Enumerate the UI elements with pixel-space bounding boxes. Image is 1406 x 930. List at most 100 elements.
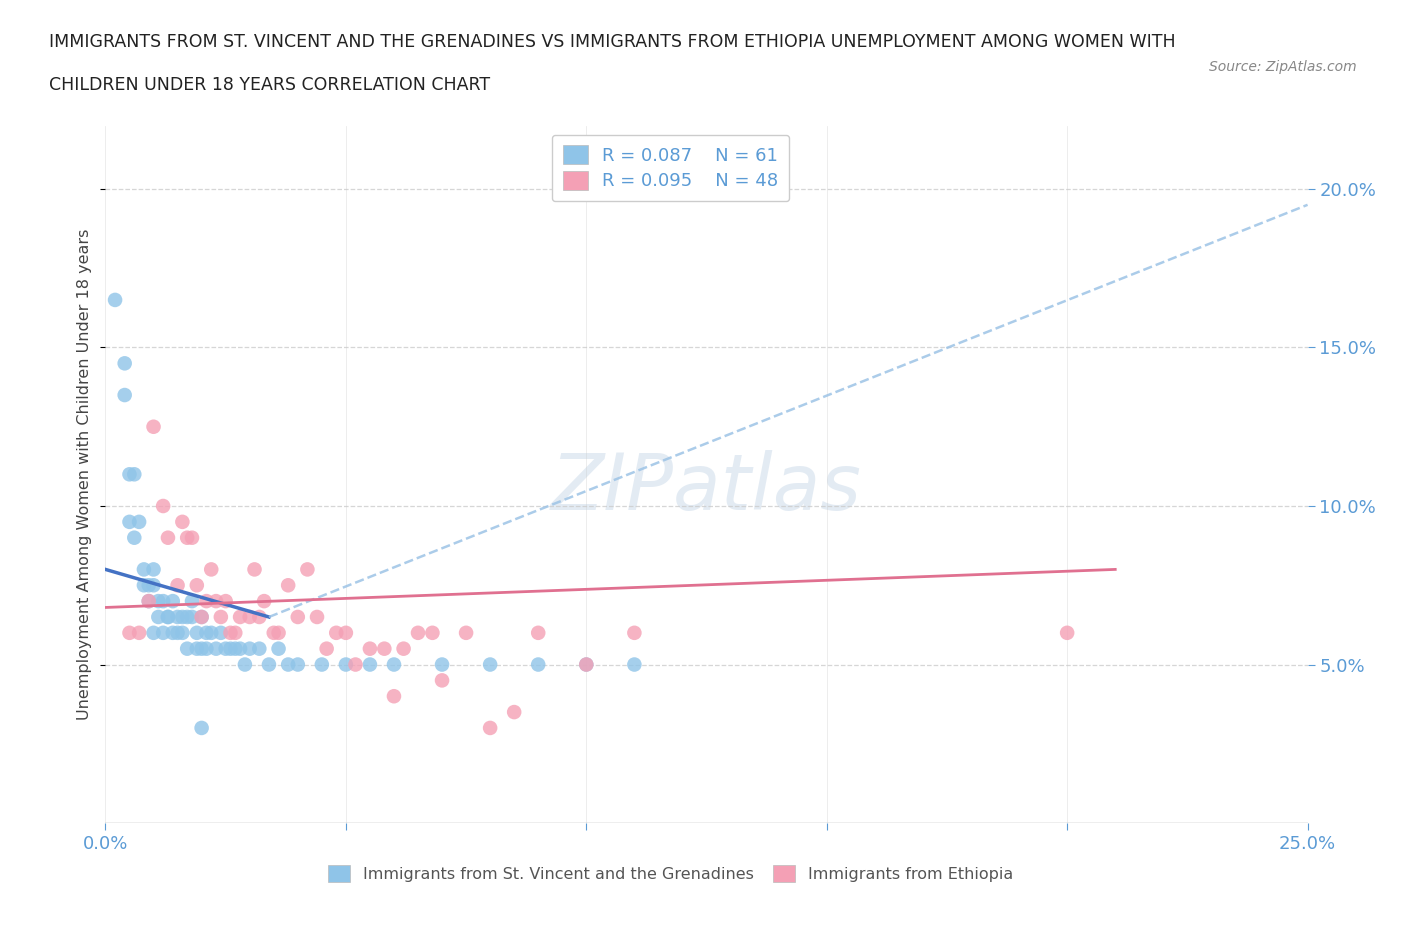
Point bbox=[311, 658, 333, 672]
Point bbox=[575, 658, 598, 672]
Point bbox=[142, 419, 165, 434]
Point bbox=[124, 530, 146, 545]
Point bbox=[479, 658, 502, 672]
Point bbox=[142, 562, 165, 577]
Point bbox=[152, 593, 174, 608]
Point bbox=[114, 388, 136, 403]
Point bbox=[156, 609, 179, 624]
Point bbox=[623, 625, 645, 640]
Legend: Immigrants from St. Vincent and the Grenadines, Immigrants from Ethiopia: Immigrants from St. Vincent and the Gren… bbox=[322, 859, 1019, 888]
Point bbox=[114, 356, 136, 371]
Point bbox=[195, 625, 218, 640]
Point bbox=[224, 642, 246, 657]
Point bbox=[430, 658, 453, 672]
Point bbox=[181, 593, 204, 608]
Point bbox=[166, 625, 188, 640]
Point bbox=[305, 609, 328, 624]
Text: CHILDREN UNDER 18 YEARS CORRELATION CHART: CHILDREN UNDER 18 YEARS CORRELATION CHAR… bbox=[49, 76, 491, 94]
Point bbox=[503, 705, 526, 720]
Point bbox=[214, 593, 236, 608]
Point bbox=[359, 642, 381, 657]
Point bbox=[479, 721, 502, 736]
Point bbox=[118, 467, 141, 482]
Point bbox=[267, 625, 290, 640]
Point bbox=[142, 625, 165, 640]
Point bbox=[172, 625, 194, 640]
Point bbox=[128, 514, 150, 529]
Point bbox=[209, 625, 232, 640]
Point bbox=[166, 609, 188, 624]
Point bbox=[195, 642, 218, 657]
Point bbox=[128, 625, 150, 640]
Point bbox=[176, 642, 198, 657]
Point bbox=[247, 609, 270, 624]
Point bbox=[209, 609, 232, 624]
Point bbox=[527, 625, 550, 640]
Point bbox=[430, 673, 453, 688]
Point bbox=[623, 658, 645, 672]
Point bbox=[190, 721, 212, 736]
Point bbox=[186, 578, 208, 592]
Point bbox=[359, 658, 381, 672]
Point bbox=[205, 593, 228, 608]
Point bbox=[229, 609, 252, 624]
Point bbox=[156, 530, 179, 545]
Point bbox=[200, 562, 222, 577]
Point bbox=[325, 625, 347, 640]
Point bbox=[200, 625, 222, 640]
Point bbox=[257, 658, 280, 672]
Point bbox=[190, 642, 212, 657]
Point bbox=[162, 593, 184, 608]
Point bbox=[132, 562, 155, 577]
Point bbox=[148, 609, 170, 624]
Point bbox=[344, 658, 367, 672]
Point bbox=[162, 625, 184, 640]
Text: Source: ZipAtlas.com: Source: ZipAtlas.com bbox=[1209, 60, 1357, 74]
Point bbox=[422, 625, 444, 640]
Point bbox=[156, 609, 179, 624]
Point bbox=[229, 642, 252, 657]
Point bbox=[186, 625, 208, 640]
Point bbox=[297, 562, 319, 577]
Point bbox=[190, 609, 212, 624]
Point bbox=[219, 625, 242, 640]
Point bbox=[335, 625, 357, 640]
Point bbox=[253, 593, 276, 608]
Point bbox=[138, 593, 160, 608]
Point bbox=[152, 625, 174, 640]
Point bbox=[152, 498, 174, 513]
Point bbox=[172, 514, 194, 529]
Point bbox=[205, 642, 228, 657]
Point bbox=[224, 625, 246, 640]
Point bbox=[456, 625, 478, 640]
Point bbox=[214, 642, 236, 657]
Point bbox=[267, 642, 290, 657]
Point bbox=[527, 658, 550, 672]
Point bbox=[287, 609, 309, 624]
Point bbox=[219, 642, 242, 657]
Point bbox=[172, 609, 194, 624]
Point bbox=[181, 609, 204, 624]
Point bbox=[382, 658, 405, 672]
Point bbox=[190, 609, 212, 624]
Point bbox=[247, 642, 270, 657]
Point bbox=[176, 609, 198, 624]
Point bbox=[373, 642, 395, 657]
Point bbox=[118, 514, 141, 529]
Point bbox=[166, 578, 188, 592]
Text: IMMIGRANTS FROM ST. VINCENT AND THE GRENADINES VS IMMIGRANTS FROM ETHIOPIA UNEMP: IMMIGRANTS FROM ST. VINCENT AND THE GREN… bbox=[49, 33, 1175, 50]
Point bbox=[195, 593, 218, 608]
Point bbox=[239, 642, 262, 657]
Text: ZIPatlas: ZIPatlas bbox=[551, 450, 862, 526]
Point bbox=[142, 578, 165, 592]
Point bbox=[382, 689, 405, 704]
Point bbox=[233, 658, 256, 672]
Point bbox=[239, 609, 262, 624]
Point bbox=[104, 292, 127, 307]
Point bbox=[277, 578, 299, 592]
Point bbox=[186, 642, 208, 657]
Point bbox=[263, 625, 285, 640]
Y-axis label: Unemployment Among Women with Children Under 18 years: Unemployment Among Women with Children U… bbox=[77, 229, 93, 720]
Point bbox=[277, 658, 299, 672]
Point bbox=[132, 578, 155, 592]
